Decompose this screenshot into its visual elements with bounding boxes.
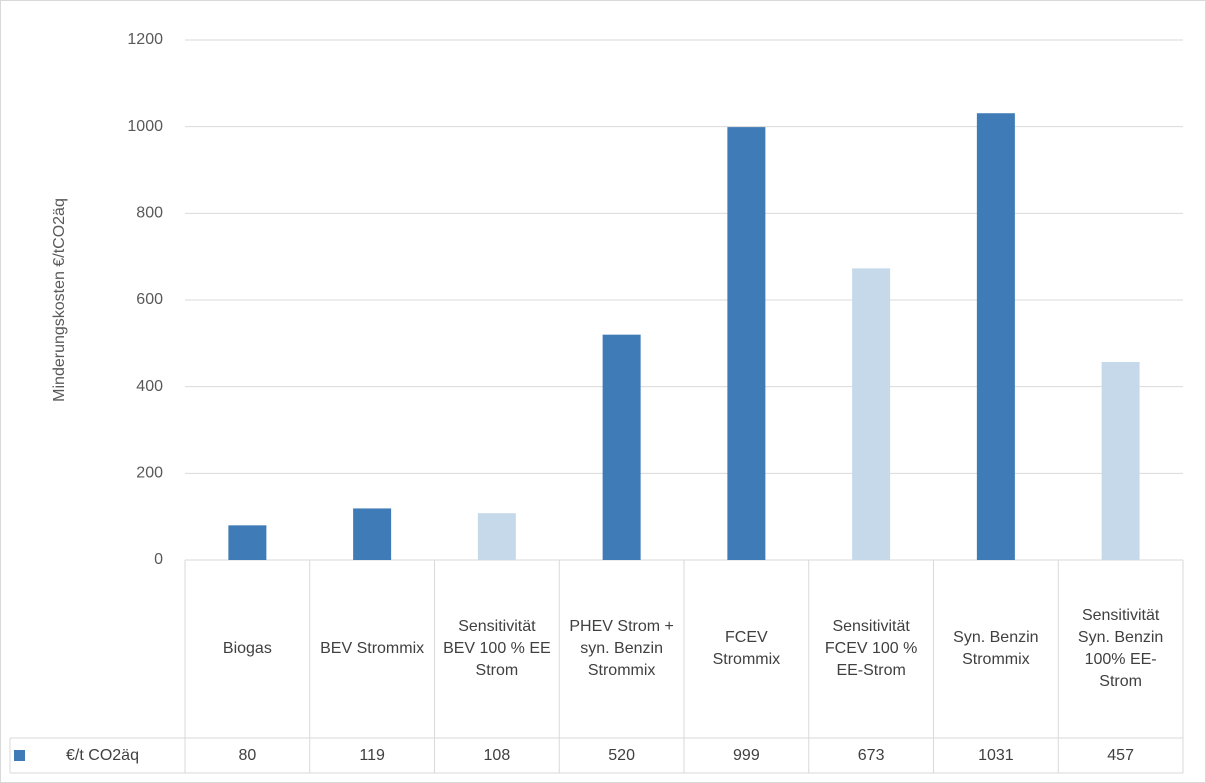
category-label: Sensitivität FCEV 100 % EE-Strom bbox=[824, 618, 918, 679]
category-label: FCEV Strommix bbox=[712, 629, 781, 668]
bar bbox=[353, 508, 392, 560]
bar bbox=[477, 513, 516, 560]
table-value: 80 bbox=[238, 746, 257, 764]
table-value: 108 bbox=[483, 746, 511, 764]
y-axis-label: Minderungskosten €/tCO2äq bbox=[51, 198, 68, 402]
category-label: Sensitivität BEV 100 % EE Strom bbox=[443, 618, 551, 679]
y-tick-label: 0 bbox=[154, 551, 163, 568]
table-value: 520 bbox=[608, 746, 635, 764]
bar bbox=[228, 525, 267, 560]
legend-swatch bbox=[14, 750, 25, 761]
legend-label: €/t CO2äq bbox=[66, 746, 139, 764]
category-label: Syn. Benzin Strommix bbox=[953, 629, 1039, 668]
table-value: 1031 bbox=[978, 746, 1014, 764]
bar bbox=[727, 127, 766, 560]
bar bbox=[602, 334, 641, 560]
y-tick-label: 400 bbox=[136, 378, 163, 395]
table-value: 119 bbox=[359, 746, 385, 764]
y-tick-label: 600 bbox=[136, 291, 163, 308]
bar bbox=[976, 113, 1015, 560]
category-label: Sensitivität Syn. Benzin 100% EE-Strom bbox=[1077, 607, 1164, 690]
y-tick-label: 1000 bbox=[127, 118, 163, 135]
bar bbox=[1101, 361, 1140, 560]
table-value: 457 bbox=[1107, 746, 1134, 764]
table-value: 673 bbox=[857, 746, 885, 764]
category-label: Biogas bbox=[222, 640, 272, 657]
y-tick-label: 200 bbox=[136, 465, 163, 482]
table-value: 999 bbox=[733, 746, 760, 764]
y-tick-label: 1200 bbox=[127, 31, 163, 48]
bar bbox=[852, 268, 891, 560]
y-tick-label: 800 bbox=[136, 205, 163, 222]
category-label: PHEV Strom + syn. Benzin Strommix bbox=[569, 618, 674, 679]
category-label: BEV Strommix bbox=[320, 640, 425, 657]
